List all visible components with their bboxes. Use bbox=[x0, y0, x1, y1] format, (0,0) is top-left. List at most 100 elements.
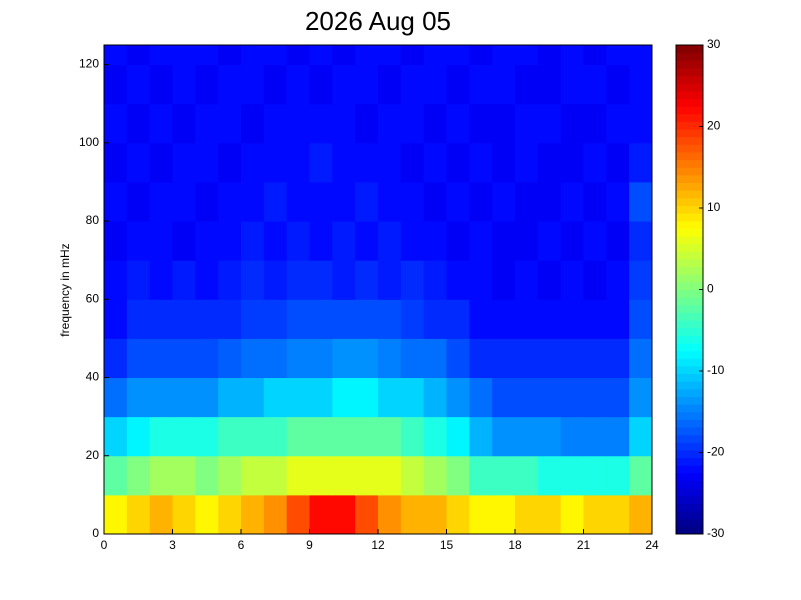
heatmap-cell bbox=[629, 494, 653, 535]
heatmap-cell bbox=[195, 455, 219, 496]
heatmap-cell bbox=[606, 299, 630, 339]
colorbar-swatch bbox=[676, 518, 703, 527]
heatmap-cell bbox=[515, 377, 539, 418]
heatmap-cell bbox=[355, 416, 379, 457]
heatmap-cell bbox=[423, 221, 447, 261]
heatmap-cell bbox=[469, 338, 493, 379]
heatmap-cell bbox=[218, 221, 242, 261]
colorbar-swatch bbox=[676, 289, 703, 298]
heatmap-cell bbox=[241, 416, 265, 457]
heatmap-cell bbox=[218, 181, 242, 222]
heatmap-cell bbox=[218, 455, 242, 496]
heatmap-cell bbox=[263, 299, 288, 339]
heatmap-cell bbox=[378, 103, 402, 144]
heatmap-cell bbox=[400, 299, 425, 339]
heatmap-cell bbox=[126, 45, 151, 66]
heatmap-cell bbox=[400, 260, 425, 300]
heatmap-cell bbox=[606, 64, 630, 105]
heatmap-cell bbox=[195, 377, 219, 418]
heatmap-cell bbox=[515, 142, 539, 183]
heatmap-cell bbox=[309, 260, 333, 300]
heatmap-cell bbox=[104, 299, 128, 339]
heatmap-cell bbox=[629, 64, 653, 105]
heatmap-cell bbox=[149, 221, 173, 261]
colorbar-swatch bbox=[676, 67, 703, 77]
heatmap-cell bbox=[492, 377, 516, 418]
heatmap-cell bbox=[195, 181, 219, 222]
heatmap-cell bbox=[515, 260, 539, 300]
heatmap-cell bbox=[515, 103, 539, 144]
heatmap-cell bbox=[286, 494, 310, 535]
heatmap-cell bbox=[629, 45, 653, 66]
heatmap-cell bbox=[560, 45, 584, 66]
heatmap-cell bbox=[378, 494, 402, 535]
heatmap-cell bbox=[241, 377, 265, 418]
heatmap-cell bbox=[492, 455, 516, 496]
colorbar-swatch bbox=[676, 350, 703, 359]
heatmap-cell bbox=[446, 377, 470, 418]
colorbar-swatch bbox=[676, 205, 703, 214]
heatmap-cell bbox=[355, 181, 379, 222]
heatmap-cell bbox=[378, 416, 402, 457]
heatmap-cell bbox=[400, 103, 425, 144]
colorbar-swatch bbox=[676, 174, 703, 184]
heatmap-cell bbox=[309, 64, 333, 105]
heatmap-cell bbox=[537, 455, 562, 496]
heatmap-cell bbox=[515, 221, 539, 261]
x-tick-label: 18 bbox=[508, 538, 522, 552]
heatmap-cell bbox=[104, 260, 128, 300]
colorbar-swatch bbox=[676, 182, 703, 191]
y-tick-label: 100 bbox=[79, 135, 99, 149]
heatmap-cell bbox=[172, 142, 196, 183]
heatmap-cell bbox=[218, 494, 242, 535]
heatmap-cell bbox=[309, 416, 333, 457]
heatmap-cell bbox=[423, 142, 447, 183]
heatmap-cell bbox=[126, 181, 151, 222]
heatmap-cell bbox=[423, 377, 447, 418]
heatmap-cell bbox=[515, 181, 539, 222]
heatmap-cell bbox=[629, 103, 653, 144]
heatmap-cell bbox=[423, 260, 447, 300]
heatmap-cell bbox=[400, 377, 425, 418]
heatmap-cell bbox=[492, 221, 516, 261]
chart-title: 2026 Aug 05 bbox=[305, 6, 451, 36]
heatmap-cell bbox=[241, 260, 265, 300]
heatmap-cell bbox=[263, 377, 288, 418]
heatmap-cell bbox=[172, 103, 196, 144]
colorbar-swatch bbox=[676, 113, 703, 122]
heatmap-cell bbox=[378, 64, 402, 105]
heatmap-cell bbox=[469, 494, 493, 535]
heatmap-cell bbox=[492, 299, 516, 339]
heatmap-cell bbox=[355, 64, 379, 105]
x-tick-label: 15 bbox=[440, 538, 454, 552]
heatmap-cell bbox=[492, 260, 516, 300]
heatmap-cell bbox=[263, 142, 288, 183]
heatmap-cell bbox=[263, 64, 288, 105]
heatmap-cell bbox=[629, 377, 653, 418]
heatmap-cell bbox=[355, 103, 379, 144]
heatmap-cell bbox=[172, 260, 196, 300]
heatmap-cell bbox=[332, 64, 356, 105]
heatmap-cell bbox=[583, 181, 607, 222]
heatmap-cell bbox=[332, 455, 356, 496]
heatmap-cell bbox=[104, 455, 128, 496]
heatmap-cell bbox=[423, 416, 447, 457]
heatmap-cell bbox=[583, 455, 607, 496]
colorbar-swatch bbox=[676, 526, 703, 535]
heatmap-cell bbox=[492, 416, 516, 457]
heatmap-cell bbox=[172, 299, 196, 339]
y-tick-label: 40 bbox=[86, 370, 100, 384]
heatmap-cell bbox=[560, 338, 584, 379]
heatmap-cell bbox=[446, 45, 470, 66]
heatmap-cell bbox=[492, 45, 516, 66]
heatmap-cell bbox=[469, 260, 493, 300]
heatmap-cell bbox=[400, 64, 425, 105]
heatmap-cell bbox=[332, 103, 356, 144]
heatmap-cell bbox=[126, 103, 151, 144]
heatmap-cell bbox=[104, 103, 128, 144]
colorbar-swatch bbox=[676, 411, 703, 420]
heatmap-cell bbox=[446, 260, 470, 300]
colorbar-swatch bbox=[676, 304, 703, 313]
heatmap-cell bbox=[126, 377, 151, 418]
heatmap-cell bbox=[149, 142, 173, 183]
